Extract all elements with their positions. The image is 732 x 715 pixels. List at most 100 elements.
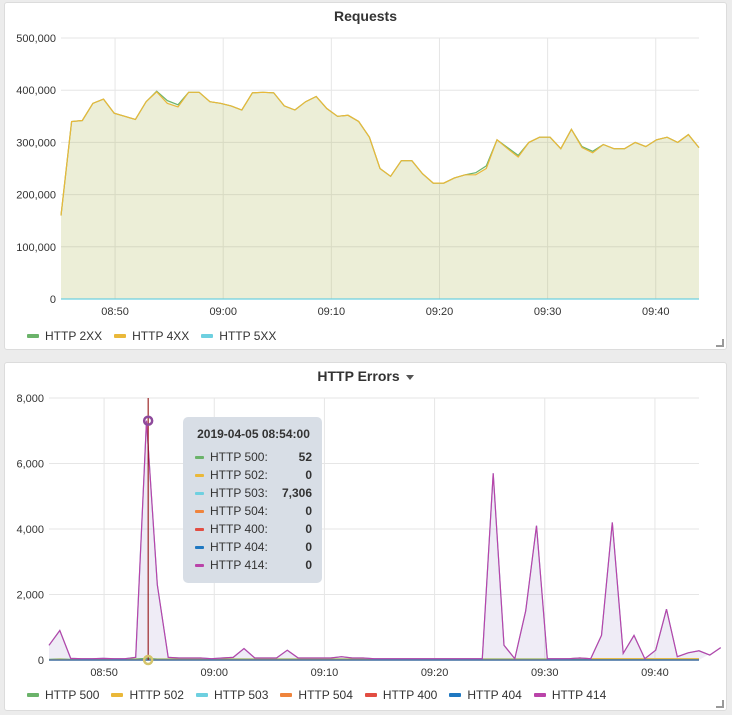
tooltip-series-name: HTTP 503: [210, 486, 268, 500]
http-errors-legend: HTTP 500 HTTP 502 HTTP 503 HTTP 504 HTTP 400… [27, 688, 606, 702]
tooltip-row: HTTP 400: 0 [195, 520, 312, 538]
series-line[interactable] [48, 420, 722, 661]
tooltip-row: HTTP 504: 0 [195, 502, 312, 520]
requests-legend: HTTP 2XX HTTP 4XX HTTP 5XX [27, 329, 276, 343]
legend-item[interactable]: HTTP 500 [27, 688, 99, 702]
legend-item[interactable]: HTTP 404 [449, 688, 522, 702]
y-tick-label: 500,000 [16, 33, 56, 45]
series-area [49, 420, 721, 660]
legend-label: HTTP 502 [129, 688, 184, 702]
tooltip-series-name: HTTP 504: [210, 504, 268, 518]
tooltip-series-name: HTTP 414: [210, 558, 268, 572]
tooltip-series-name: HTTP 502: [210, 468, 268, 482]
tooltip-series-value: 0 [305, 522, 312, 536]
legend-label: HTTP 2XX [45, 329, 103, 343]
x-tick-label: 08:50 [90, 667, 118, 679]
http-errors-chart[interactable]: 0 2,000 4,000 6,000 8,000 08:50 09:00 09:10 09:2… [5, 363, 728, 712]
tooltip-swatch [195, 473, 204, 477]
legend-label: HTTP 503 [213, 688, 269, 702]
tooltip-series-value: 0 [305, 540, 312, 554]
x-tick-label: 08:50 [101, 306, 129, 318]
hover-marker [142, 654, 154, 666]
y-tick-label: 100,000 [16, 242, 56, 254]
tooltip-row: HTTP 414: 0 [195, 556, 312, 574]
x-tick-label: 09:00 [209, 306, 237, 318]
resize-handle[interactable] [716, 700, 724, 708]
y-tick-label: 6,000 [16, 459, 44, 471]
series-line[interactable] [60, 90, 700, 216]
legend-item[interactable]: HTTP 504 [280, 688, 353, 702]
legend-swatch [27, 334, 39, 338]
tooltip-swatch [195, 545, 204, 549]
y-tick-label: 2,000 [16, 590, 44, 602]
tooltip-swatch [195, 563, 204, 567]
tooltip-series-name: HTTP 500: [210, 450, 268, 464]
tooltip-swatch [195, 509, 204, 513]
tooltip-series-name: HTTP 400: [210, 522, 268, 536]
legend-label: HTTP 500 [45, 688, 100, 702]
legend-swatch [111, 693, 124, 697]
series-area [61, 91, 699, 299]
hover-tooltip: 2019-04-05 08:54:00 HTTP 500: 52 HTTP 502:… [183, 417, 322, 583]
x-tick-label: 09:40 [642, 306, 670, 318]
series-area [61, 91, 699, 299]
chevron-down-icon[interactable] [405, 374, 414, 380]
tooltip-series-value: 52 [298, 450, 312, 464]
legend-item[interactable]: HTTP 5XX [201, 329, 276, 343]
y-tick-label: 8,000 [16, 393, 44, 405]
legend-item[interactable]: HTTP 4XX [114, 329, 189, 343]
tooltip-series-value: 0 [305, 558, 312, 572]
legend-item[interactable]: HTTP 502 [111, 688, 184, 702]
x-tick-label: 09:10 [311, 667, 339, 679]
y-tick-label: 0 [50, 294, 56, 306]
x-tick-label: 09:30 [534, 306, 562, 318]
x-tick-label: 09:20 [421, 667, 449, 679]
legend-swatch [449, 693, 462, 697]
tooltip-row: HTTP 503: 7,306 [195, 484, 312, 502]
x-tick-label: 09:20 [426, 306, 454, 318]
legend-swatch [364, 693, 377, 697]
y-tick-label: 200,000 [16, 190, 56, 202]
legend-label: HTTP 4XX [132, 329, 190, 343]
tooltip-swatch [195, 527, 204, 531]
hover-marker [142, 415, 154, 426]
panel-title[interactable]: Requests [333, 8, 398, 24]
legend-label: HTTP 5XX [219, 329, 277, 343]
legend-swatch [114, 334, 127, 338]
x-tick-label: 09:00 [200, 667, 228, 679]
panel-title-text: HTTP Errors [317, 368, 400, 384]
legend-item[interactable]: HTTP 503 [195, 688, 269, 702]
requests-chart[interactable]: 0 100,000 200,000 300,000 400,000 500,000 08:5… [5, 3, 728, 351]
tooltip-series-value: 0 [305, 468, 312, 482]
legend-item[interactable]: HTTP 400 [364, 688, 438, 702]
tooltip-row: HTTP 502: 0 [195, 466, 312, 484]
tooltip-title: 2019-04-05 08:54:00 [197, 427, 310, 441]
legend-item[interactable]: HTTP 2XX [27, 329, 102, 343]
y-tick-label: 4,000 [16, 524, 44, 536]
legend-swatch [195, 693, 208, 697]
y-tick-label: 0 [38, 655, 44, 667]
tooltip-swatch [195, 491, 204, 495]
panel-title[interactable]: HTTP Errors [5, 368, 726, 384]
legend-label: HTTP 414 [551, 688, 607, 702]
x-tick-label: 09:40 [641, 667, 669, 679]
legend-label: HTTP 504 [298, 688, 353, 702]
legend-swatch [533, 693, 546, 697]
legend-label: HTTP 400 [382, 688, 438, 702]
http-errors-panel: HTTP Errors 0 2,000 4,000 6,000 8,000 08:50 09… [4, 362, 727, 711]
tooltip-series-value: 0 [305, 504, 312, 518]
tooltip-series-name: HTTP 404: [210, 540, 268, 554]
legend-label: HTTP 404 [467, 688, 522, 702]
x-tick-label: 09:10 [318, 306, 346, 318]
legend-swatch [27, 693, 39, 697]
tooltip-row: HTTP 500: 52 [195, 448, 312, 466]
resize-handle[interactable] [716, 339, 724, 347]
legend-item[interactable]: HTTP 414 [533, 688, 607, 702]
x-tick-label: 09:30 [531, 667, 559, 679]
tooltip-row: HTTP 404: 0 [195, 538, 312, 556]
tooltip-swatch [195, 455, 204, 459]
legend-swatch [280, 693, 293, 697]
y-tick-label: 400,000 [16, 85, 56, 97]
y-tick-label: 300,000 [16, 137, 56, 149]
tooltip-series-value: 7,306 [281, 486, 312, 500]
